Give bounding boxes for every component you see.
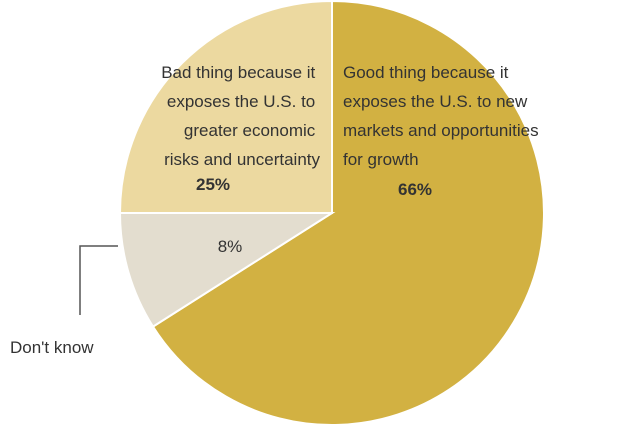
- slice-label-good: Good thing because it exposes the U.S. t…: [343, 63, 543, 169]
- slice-label-bad-line-1: Bad thing because it: [161, 63, 315, 82]
- slice-value-good: 66%: [398, 180, 432, 199]
- slice-label-good-line-1: Good thing because it: [343, 63, 509, 82]
- slice-label-bad-line-2: exposes the U.S. to: [167, 92, 315, 111]
- pie-slice-bad: [118, 0, 333, 214]
- slice-label-good-line-3: markets and opportunities: [343, 121, 539, 140]
- slice-label-bad: Bad thing because it exposes the U.S. to…: [161, 63, 320, 169]
- slice-value-bad: 25%: [196, 175, 230, 194]
- pie-slice-good: [151, 0, 545, 425]
- pie-slices: [118, 0, 545, 425]
- slice-label-bad-line-3: greater economic: [184, 121, 316, 140]
- slice-value-dont-know: 8%: [218, 237, 243, 256]
- dont-know-callout-line: [79, 245, 118, 315]
- slice-label-good-line-2: exposes the U.S. to new: [343, 92, 528, 111]
- dont-know-label: Don't know: [10, 338, 94, 357]
- pie-slice-dont-know: [118, 212, 336, 328]
- slice-label-bad-line-4: risks and uncertainty: [164, 150, 320, 169]
- slice-label-good-line-4: for growth: [343, 150, 419, 169]
